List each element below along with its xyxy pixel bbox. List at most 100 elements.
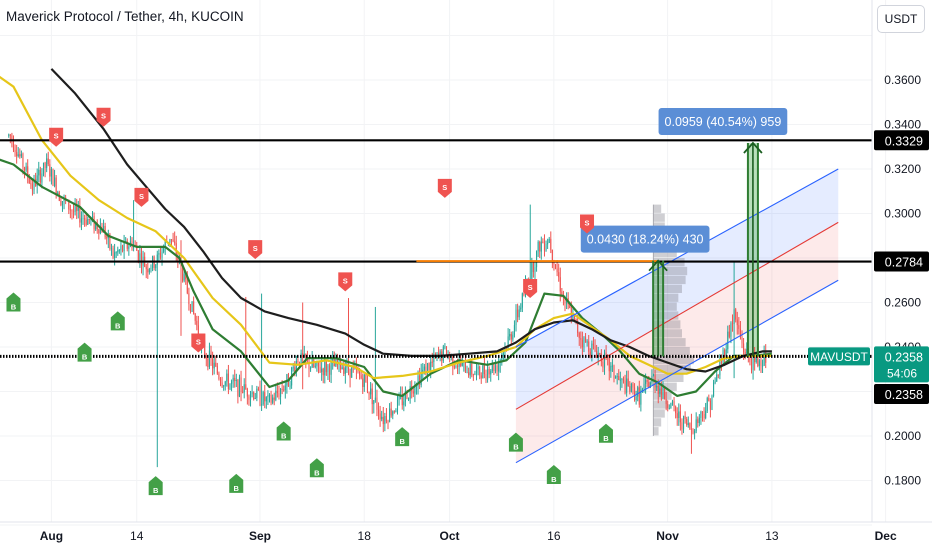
candle	[264, 384, 266, 409]
candle	[156, 250, 158, 468]
candle-body	[249, 394, 252, 400]
candle	[706, 396, 708, 413]
candle-body	[223, 385, 225, 387]
candle-body	[615, 377, 617, 379]
buy-marker-shape	[229, 473, 244, 493]
candle	[479, 365, 481, 380]
plot-area	[0, 68, 872, 468]
candle-body	[273, 397, 275, 400]
candle	[54, 169, 56, 188]
candle	[698, 414, 700, 427]
sell-marker-text: S	[196, 338, 201, 347]
candle-body	[547, 242, 549, 245]
candle-body	[709, 400, 711, 410]
candle	[613, 364, 615, 383]
candle-body	[635, 396, 637, 400]
candle-body	[234, 377, 236, 382]
candle-body	[412, 391, 414, 394]
candle	[262, 390, 264, 406]
candle	[87, 216, 89, 226]
candle-body	[311, 359, 313, 368]
candle-body	[475, 369, 478, 374]
candle-body	[673, 401, 675, 407]
candle-body	[191, 301, 193, 312]
candle-body	[426, 363, 429, 376]
candle-body	[295, 361, 297, 373]
candle	[488, 366, 490, 379]
candle	[158, 249, 160, 263]
candle-body	[147, 269, 149, 273]
candle-body	[379, 413, 381, 420]
candle-body	[172, 239, 174, 242]
level-price-label: 0.3329	[874, 130, 929, 151]
candle-body	[619, 379, 621, 381]
candle	[79, 198, 81, 228]
candle	[395, 408, 397, 413]
candle	[539, 240, 541, 259]
buy-marker-shape	[598, 423, 613, 443]
candle-body	[261, 404, 263, 406]
candle	[256, 385, 258, 402]
candle-body	[31, 184, 33, 191]
candle-body	[55, 177, 57, 195]
candle	[757, 355, 759, 368]
candle-body	[17, 154, 19, 157]
candle-body	[682, 416, 685, 430]
candle	[676, 407, 678, 426]
candle-body	[49, 164, 51, 177]
candle	[512, 331, 514, 342]
sell-marker-shape	[49, 127, 64, 147]
sell-marker-shape	[248, 240, 263, 260]
candle-body	[406, 391, 408, 399]
volume-profile-bar	[653, 204, 662, 213]
candle-body	[267, 395, 269, 398]
candle-body	[137, 250, 139, 261]
candle-body	[649, 382, 651, 389]
candle-body	[542, 241, 544, 244]
candle-body	[659, 388, 661, 394]
currency-button[interactable]: USDT	[877, 5, 925, 33]
candle	[513, 320, 515, 338]
candle-body	[316, 361, 318, 366]
candle	[145, 263, 147, 279]
candle-body	[695, 419, 697, 432]
candle-body	[602, 361, 604, 368]
bar-countdown-text: 54:06	[887, 366, 917, 380]
candle	[302, 302, 304, 390]
buy-marker-text: B	[513, 443, 519, 452]
candle	[730, 321, 732, 344]
symbol-price-label: MAVUSDT 0.2358 54:06 0.2358	[808, 346, 929, 404]
candle	[311, 351, 313, 368]
candle	[174, 231, 176, 246]
candle	[161, 247, 163, 266]
candle	[328, 363, 331, 382]
candle-body	[713, 382, 715, 397]
candle-body	[16, 152, 18, 157]
current-price-text: 0.2358	[885, 350, 923, 364]
sell-marker-shape	[523, 279, 538, 299]
candle	[118, 249, 120, 254]
candle	[550, 231, 552, 254]
sell-marker-text: S	[101, 112, 106, 121]
candle-body	[341, 367, 343, 370]
candle-body	[727, 331, 729, 350]
volume-profile-bar	[653, 302, 677, 311]
candle	[275, 383, 277, 402]
candle-body	[502, 352, 504, 357]
candle-body	[11, 135, 13, 141]
candle-body	[82, 218, 84, 220]
candle-body	[667, 404, 669, 408]
candle-body	[145, 266, 147, 270]
sell-marker-shape	[96, 107, 111, 127]
sell-signal-marker: S	[49, 127, 64, 147]
candle-body	[697, 419, 699, 424]
candle-body	[480, 375, 482, 379]
candle	[547, 238, 549, 249]
candle	[520, 303, 522, 313]
sell-marker-text: S	[585, 219, 590, 228]
candle-body	[278, 393, 280, 397]
candle-body	[464, 359, 467, 373]
candle-body	[237, 380, 239, 397]
candle-body	[38, 169, 40, 176]
